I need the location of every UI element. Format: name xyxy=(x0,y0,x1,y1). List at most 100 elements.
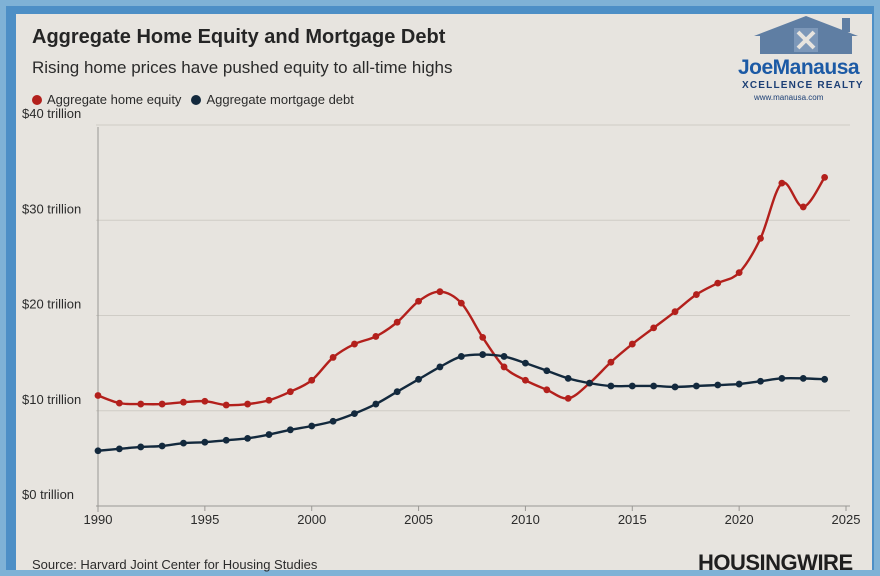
x-tick-label: 2005 xyxy=(404,512,433,527)
data-point-debt xyxy=(479,351,487,358)
legend-marker-debt xyxy=(191,94,202,105)
x-tick-label: 1995 xyxy=(190,512,219,527)
y-tick-label: $40 trillion xyxy=(22,106,81,121)
data-point-debt xyxy=(415,375,422,383)
data-point-debt xyxy=(586,379,593,387)
data-point-equity xyxy=(607,358,615,366)
realty-logo: JoeManausa XCELLENCE REALTY www.manausa.… xyxy=(734,14,880,104)
data-point-debt xyxy=(94,447,102,455)
data-point-equity xyxy=(436,288,444,296)
data-point-debt xyxy=(436,363,444,371)
data-point-equity xyxy=(94,392,102,399)
x-tick-label: 2015 xyxy=(618,512,647,527)
data-point-debt xyxy=(650,382,658,390)
y-tick-label: $10 trillion xyxy=(22,392,81,407)
legend: Aggregate home equity Aggregate mortgage… xyxy=(32,92,364,107)
legend-label-equity: Aggregate home equity xyxy=(47,92,182,107)
data-point-equity xyxy=(671,308,679,316)
y-tick-label: $0 trillion xyxy=(22,487,74,502)
data-point-debt xyxy=(757,377,764,385)
data-point-equity xyxy=(693,291,700,298)
data-point-debt xyxy=(607,382,615,390)
x-tick-label: 1990 xyxy=(84,512,113,527)
data-point-equity xyxy=(329,354,337,361)
data-point-equity xyxy=(457,299,465,307)
chart-title: Aggregate Home Equity and Mortgage Debt xyxy=(32,26,446,48)
data-point-equity xyxy=(714,279,722,287)
data-point-debt xyxy=(329,417,337,425)
x-tick-label: 2000 xyxy=(297,512,326,527)
data-point-debt xyxy=(393,388,401,396)
data-point-debt xyxy=(821,375,829,383)
data-point-equity xyxy=(650,324,658,332)
data-point-equity xyxy=(180,398,187,406)
housingwire-logo: HOUSINGWIRE xyxy=(698,550,853,575)
data-point-debt xyxy=(778,374,786,382)
data-point-debt xyxy=(244,434,252,442)
data-point-debt xyxy=(799,374,807,382)
data-point-equity xyxy=(222,401,230,409)
data-point-equity xyxy=(265,396,273,404)
data-point-equity xyxy=(778,179,786,187)
y-tick-label: $30 trillion xyxy=(22,201,81,216)
data-point-debt xyxy=(137,443,145,451)
data-point-debt xyxy=(500,353,508,360)
chart-subtitle: Rising home prices have pushed equity to… xyxy=(32,58,453,77)
data-point-equity xyxy=(286,388,294,396)
x-tick-label: 2020 xyxy=(725,512,754,527)
data-point-equity xyxy=(735,269,743,277)
data-point-debt xyxy=(158,442,166,450)
chart-card: Aggregate Home Equity and Mortgage Debt … xyxy=(16,14,872,575)
data-point-debt xyxy=(543,367,551,375)
data-point-equity xyxy=(628,340,636,348)
data-point-debt xyxy=(265,431,273,438)
data-point-debt xyxy=(308,422,316,430)
logo-url: www.manausa.com xyxy=(754,93,824,102)
data-point-equity xyxy=(415,297,422,305)
house-icon xyxy=(754,16,858,54)
data-point-equity xyxy=(757,234,764,242)
data-point-debt xyxy=(115,445,123,453)
data-point-debt xyxy=(180,439,187,447)
data-point-equity xyxy=(564,394,572,402)
data-point-debt xyxy=(735,380,743,388)
data-point-equity xyxy=(244,400,252,408)
logo-tagline: XCELLENCE REALTY xyxy=(742,80,864,91)
x-tick-label: 2010 xyxy=(511,512,540,527)
data-point-equity xyxy=(821,173,829,181)
data-point-debt xyxy=(714,381,722,389)
data-point-equity xyxy=(500,363,508,371)
data-point-debt xyxy=(564,374,572,382)
data-point-equity xyxy=(201,397,209,405)
data-point-debt xyxy=(222,436,230,444)
data-point-debt xyxy=(286,426,294,434)
legend-label-debt: Aggregate mortgage debt xyxy=(206,92,354,107)
data-point-equity xyxy=(372,333,380,340)
data-point-equity xyxy=(799,203,807,211)
legend-item-debt: Aggregate mortgage debt xyxy=(191,92,354,107)
data-point-equity xyxy=(308,376,316,384)
data-point-debt xyxy=(522,359,529,367)
data-point-equity xyxy=(393,318,401,326)
data-point-debt xyxy=(671,383,679,391)
series-line-equity xyxy=(97,176,826,407)
data-point-equity xyxy=(115,399,123,407)
data-point-debt xyxy=(693,382,700,390)
data-point-equity xyxy=(543,386,551,394)
data-point-debt xyxy=(351,410,358,418)
data-point-debt xyxy=(457,353,465,360)
data-point-equity xyxy=(137,400,145,408)
logo-name: JoeManausa xyxy=(738,56,860,79)
data-point-debt xyxy=(628,382,636,390)
line-chart: $0 trillion $10 trillion $20 trillion $30 t… xyxy=(22,106,861,527)
x-tick-label: 2025 xyxy=(832,512,861,527)
data-point-equity xyxy=(158,400,166,408)
data-point-equity xyxy=(479,334,487,341)
outer-frame: Aggregate Home Equity and Mortgage Debt … xyxy=(6,6,874,575)
legend-item-equity: Aggregate home equity xyxy=(32,92,181,107)
data-point-debt xyxy=(201,438,209,446)
data-point-debt xyxy=(372,400,380,408)
source-note: Source: Harvard Joint Center for Housing… xyxy=(32,557,318,572)
data-point-equity xyxy=(522,376,529,384)
legend-marker-equity xyxy=(32,94,42,105)
